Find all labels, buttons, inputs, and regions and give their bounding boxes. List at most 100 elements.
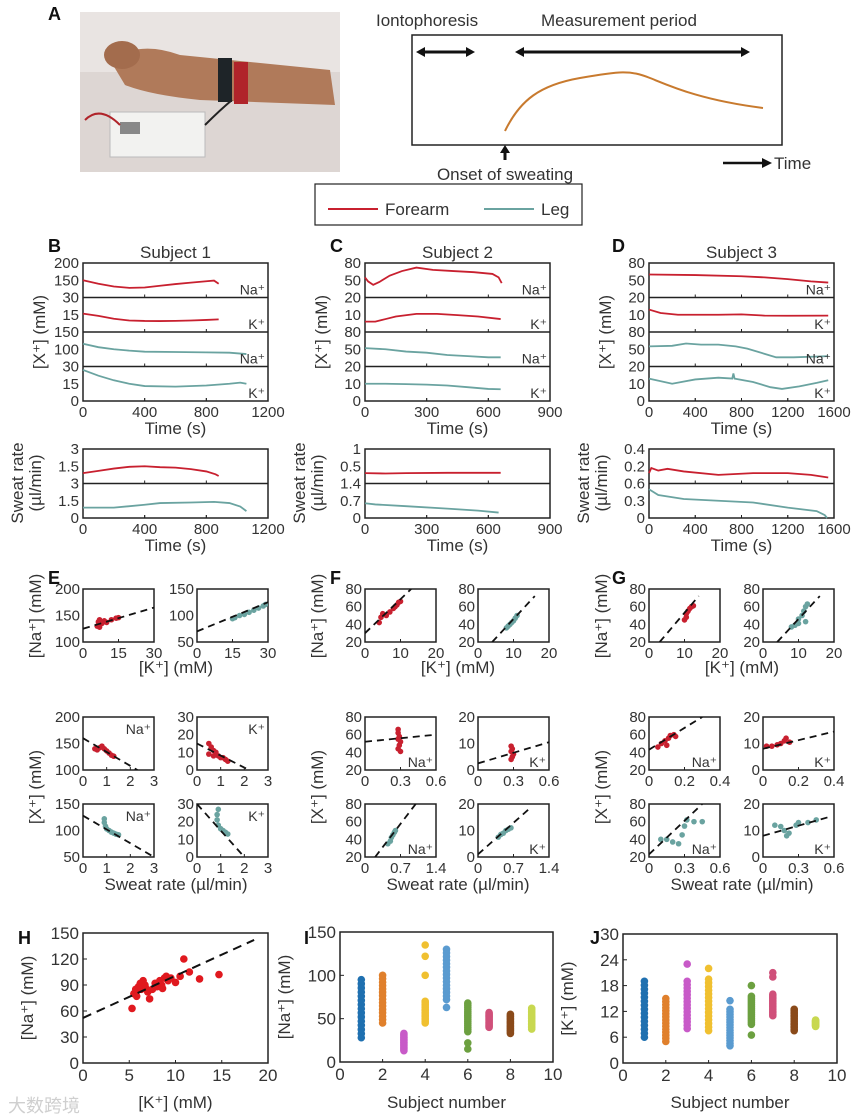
y-tick-label: 40: [629, 616, 646, 633]
time-arrow-head: [762, 158, 772, 168]
data-point: [669, 839, 676, 845]
plot-area: [776, 595, 821, 642]
x-tick-label: 0.3: [390, 773, 411, 790]
schematic-timeline: [411, 34, 783, 168]
watermark-text: 大数跨境: [8, 1096, 80, 1116]
subject-2-points: [378, 971, 387, 1027]
y-tick-label: 10: [743, 736, 760, 753]
y-tick-label: 0.6: [624, 476, 645, 493]
data-point: [804, 601, 811, 607]
ion-label: Na⁺: [240, 351, 265, 367]
correlation-plot: [477, 716, 550, 771]
onset-of-sweating-label: Onset of sweating: [437, 165, 573, 184]
y-axis-label-concentration: [X⁺] (mM): [30, 295, 49, 369]
legend-label-leg: Leg: [541, 200, 569, 219]
x-tick-label: 8: [789, 1066, 798, 1085]
y-tick-label: 30: [60, 1028, 79, 1047]
data-point: [769, 743, 775, 749]
x-tick-label: 20: [826, 645, 843, 662]
y-tick-label: 10: [344, 307, 361, 324]
y-tick-label: 0: [186, 849, 194, 866]
data-point: [215, 806, 222, 813]
plot-area: [83, 606, 154, 630]
subject-5-points: [442, 945, 451, 1012]
x-tick-label: 0.7: [503, 860, 524, 877]
y-tick-label: 0: [70, 1054, 79, 1073]
y-tick-label: 20: [629, 762, 646, 779]
data-point: [357, 975, 366, 984]
x-tick-label: 0: [645, 860, 653, 877]
y-tick-label: 50: [63, 849, 80, 866]
data-point: [663, 742, 670, 749]
y-tick-label: 18: [600, 977, 619, 996]
x-axis-label: Subject number: [387, 1093, 506, 1112]
x-tick-label: 400: [132, 521, 157, 538]
panel-letter: I: [304, 928, 309, 948]
subject-7-points: [769, 968, 777, 1020]
y-tick-label: 20: [345, 634, 362, 651]
y-tick-label: 80: [628, 324, 645, 341]
y-tick-label: 150: [51, 924, 79, 943]
data-point: [442, 1003, 451, 1012]
y-tick-label: 150: [55, 736, 80, 753]
data-point: [397, 748, 404, 755]
ion-label: Na⁺: [408, 754, 433, 770]
x-tick-label: 30: [260, 645, 277, 662]
data-point: [777, 823, 784, 830]
y-tick-label: 0: [752, 849, 760, 866]
y-tick-label: 0.2: [624, 458, 645, 475]
y-tick-label: 20: [743, 709, 760, 726]
subject-4-points: [421, 941, 430, 1027]
y-tick-label: 50: [177, 634, 194, 651]
y-tick-label: 30: [177, 796, 194, 813]
subject-6-points: [464, 999, 472, 1053]
x-tick-label: 4: [704, 1066, 713, 1085]
y-tick-label: 100: [55, 634, 80, 651]
x-axis-label-sweat-rate: Sweat rate (µl/min): [105, 875, 248, 894]
y-tick-label: 30: [177, 709, 194, 726]
y-axis-label-sweat-rate: Sweat rate: [574, 442, 593, 523]
y-tick-label: 1.5: [58, 458, 79, 475]
data-point: [683, 977, 691, 986]
ion-label: K⁺: [529, 754, 546, 770]
x-tick-label: 0.4: [824, 773, 845, 790]
correlation-plot: [477, 803, 550, 858]
y-tick-label: 0.4: [624, 441, 645, 458]
y-tick-label: 80: [743, 581, 760, 598]
x-tick-label: 0: [759, 645, 767, 662]
series-line-leg-na: [648, 342, 829, 359]
y-tick-label: 60: [60, 1002, 79, 1021]
y-tick-label: 90: [60, 976, 79, 995]
y-axis-label-sweat-rate-unit: (µl/min): [308, 454, 327, 511]
series-line-forearm-na: [82, 279, 220, 289]
y-tick-label: 10: [458, 823, 475, 840]
subject-8-points: [506, 1010, 515, 1038]
y-tick-label: 0: [353, 510, 361, 527]
x-tick-label: 20: [428, 645, 445, 662]
data-point: [783, 735, 789, 741]
panel-letter: A: [48, 4, 61, 24]
subject-5-points: [726, 996, 734, 1050]
x-axis-label: Time (s): [711, 419, 773, 438]
x-tick-label: 8: [506, 1065, 515, 1084]
y-tick-label: 20: [177, 727, 194, 744]
x-tick-label: 20: [259, 1066, 278, 1085]
data-point: [747, 1031, 756, 1039]
y-tick-label: 100: [55, 823, 80, 840]
data-point: [421, 941, 430, 949]
legend-box: [314, 183, 583, 226]
fit-line: [365, 589, 412, 634]
x-axis-label-k: [K⁺] (mM): [705, 658, 779, 677]
schematic-frame: [411, 34, 783, 146]
panel-letter: J: [590, 928, 600, 948]
y-tick-label: 20: [458, 796, 475, 813]
x-tick-label: 0: [193, 645, 201, 662]
data-point: [769, 990, 777, 998]
x-axis-label: Time (s): [711, 536, 773, 555]
data-point: [421, 971, 430, 980]
x-axis-label-sweat-rate: Sweat rate (µl/min): [387, 875, 530, 894]
y-tick-label: 0: [467, 849, 475, 866]
x-tick-label: 1.4: [539, 860, 560, 877]
y-tick-label: 0: [353, 393, 361, 410]
